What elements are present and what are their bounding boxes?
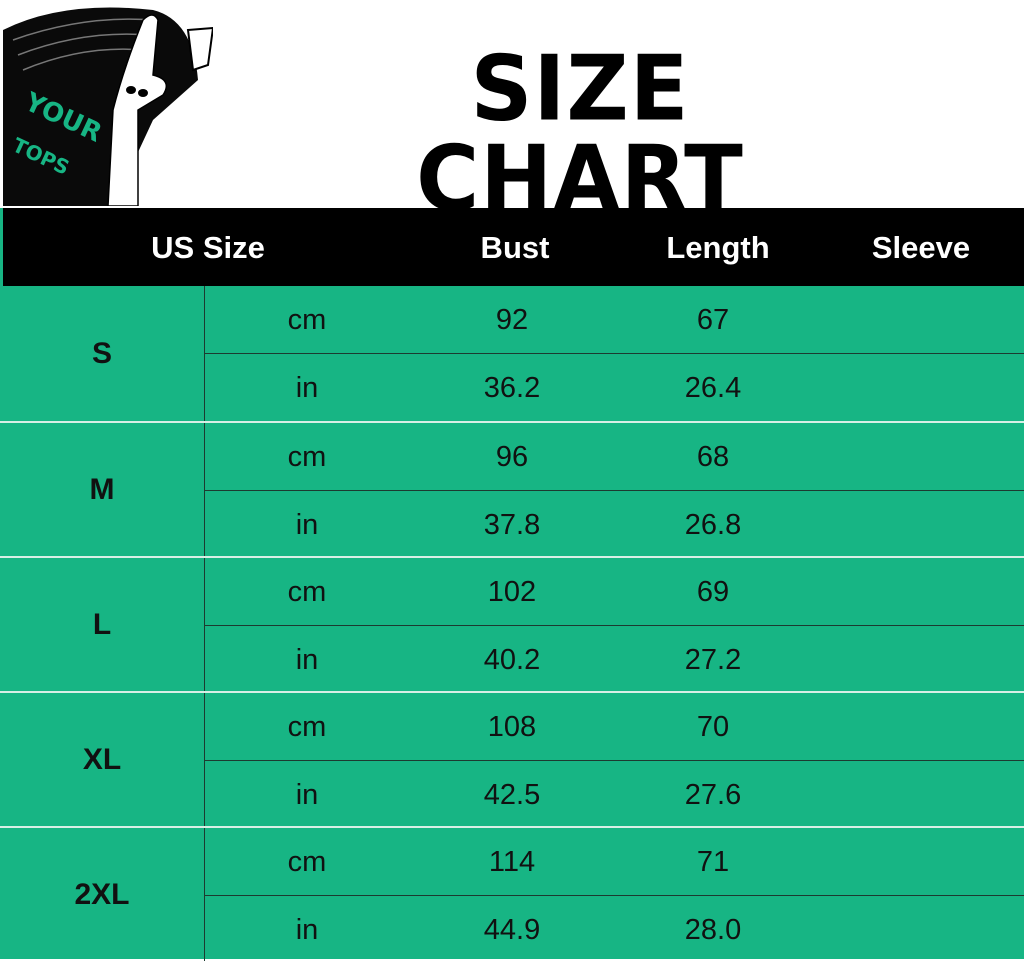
column-header-us-size: US Size xyxy=(151,230,265,265)
cell-unit: in xyxy=(295,914,319,946)
size-label: 2XL xyxy=(0,828,205,961)
page-title: SIZE CHART xyxy=(416,36,744,232)
size-label: XL xyxy=(0,693,205,826)
table-row-cm: cm 96 68 xyxy=(205,423,1024,490)
cell-bust: 37.8 xyxy=(483,509,541,541)
cell-bust: 96 xyxy=(495,441,529,473)
cell-bust: 114 xyxy=(488,846,536,878)
logo-illustration: YOUR TOPS xyxy=(3,0,213,206)
table-row-in: in 37.8 26.8 xyxy=(205,490,1024,558)
size-label: L xyxy=(0,558,205,691)
column-header-bust: Bust xyxy=(480,230,550,265)
table-row-cm: cm 92 67 xyxy=(205,286,1024,353)
cell-unit: cm xyxy=(287,441,327,473)
table-row-cm: cm 108 70 xyxy=(205,693,1024,760)
size-label: S xyxy=(0,286,205,421)
column-header-sleeve: Sleeve xyxy=(871,230,971,265)
cell-unit: cm xyxy=(287,576,327,608)
cell-length: 70 xyxy=(696,711,730,743)
cell-length: 26.8 xyxy=(684,509,742,541)
cell-length: 71 xyxy=(696,846,730,878)
cell-unit: in xyxy=(295,372,319,404)
cell-unit: cm xyxy=(287,711,327,743)
cell-bust: 44.9 xyxy=(483,914,541,946)
cell-length: 68 xyxy=(696,441,730,473)
cell-bust: 42.5 xyxy=(483,779,541,811)
table-row-in: in 44.9 28.0 xyxy=(205,895,1024,963)
size-group-2xl: 2XL cm 114 71 in 44.9 28.0 xyxy=(0,826,1024,961)
cell-bust: 102 xyxy=(487,576,537,608)
cell-length: 27.2 xyxy=(684,644,742,676)
cell-unit: cm xyxy=(287,304,327,336)
size-label: M xyxy=(0,423,205,556)
cell-length: 26.4 xyxy=(684,372,742,404)
table-row-cm: cm 102 69 xyxy=(205,558,1024,625)
table-row-in: in 40.2 27.2 xyxy=(205,625,1024,693)
cell-bust: 36.2 xyxy=(483,372,541,404)
cell-unit: in xyxy=(295,644,319,676)
cell-bust: 108 xyxy=(487,711,537,743)
table-header: US Size Bust Length Sleeve xyxy=(0,208,1024,286)
column-header-length: Length xyxy=(666,230,770,265)
cell-length: 28.0 xyxy=(684,914,742,946)
size-group-xl: XL cm 108 70 in 42.5 27.6 xyxy=(0,691,1024,826)
cell-bust: 40.2 xyxy=(483,644,541,676)
cell-bust: 92 xyxy=(495,304,529,336)
banner: YOUR TOPS SIZE CHART xyxy=(0,0,1024,224)
cell-length: 67 xyxy=(696,304,730,336)
table-row-cm: cm 114 71 xyxy=(205,828,1024,895)
cell-unit: in xyxy=(295,509,319,541)
table-row-in: in 36.2 26.4 xyxy=(205,353,1024,421)
table-row-in: in 42.5 27.6 xyxy=(205,760,1024,828)
cell-unit: cm xyxy=(287,846,327,878)
cell-unit: in xyxy=(295,779,319,811)
cell-length: 69 xyxy=(696,576,730,608)
cell-length: 27.6 xyxy=(684,779,742,811)
